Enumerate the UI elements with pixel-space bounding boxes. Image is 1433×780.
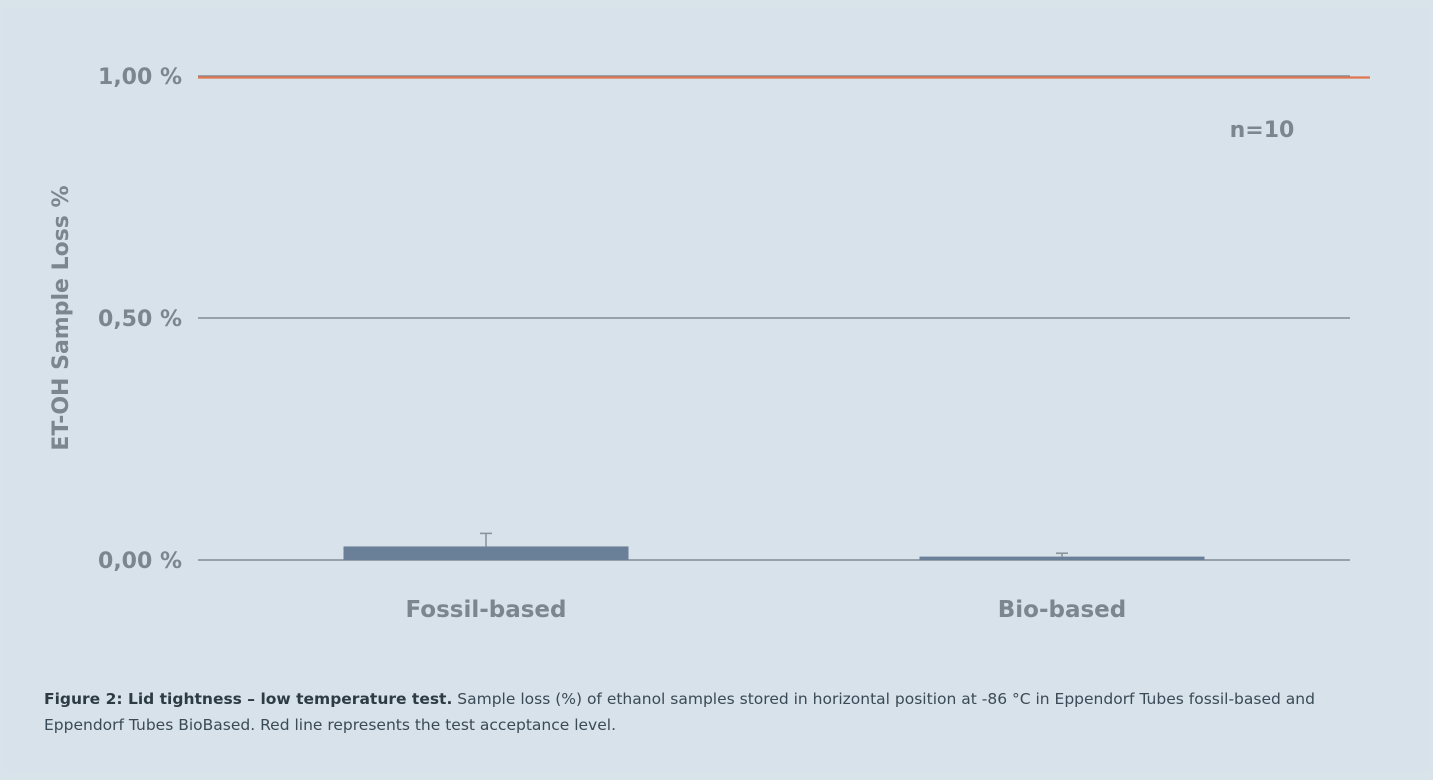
y-tick-labels: 0,00 % 0,50 % 1,00 %: [98, 65, 182, 574]
x-category-label: Bio-based: [998, 597, 1127, 623]
bars: [343, 532, 1205, 560]
bar: [343, 546, 629, 560]
x-category-labels: Fossil-based Bio-based: [405, 597, 1126, 623]
y-tick-label: 1,00 %: [98, 65, 182, 90]
caption-text: Sample loss (%) of ethanol samples store…: [44, 690, 1315, 734]
bar: [919, 556, 1205, 560]
caption-title: Figure 2: Lid tightness – low temperatur…: [44, 690, 453, 708]
bar-chart: 0,00 % 0,50 % 1,00 % Fossil-based Bio-based…: [49, 65, 1370, 623]
gridlines: [198, 75, 1350, 561]
y-tick-label: 0,00 %: [98, 549, 182, 574]
x-category-label: Fossil-based: [405, 597, 566, 623]
y-tick-label: 0,50 %: [98, 307, 182, 332]
y-axis-label: ET-OH Sample Loss %: [49, 185, 74, 450]
figure-panel-inner: [4, 8, 1429, 772]
sample-size-annotation: n=10: [1230, 118, 1295, 143]
figure-caption: Figure 2: Lid tightness – low temperatur…: [44, 686, 1384, 738]
